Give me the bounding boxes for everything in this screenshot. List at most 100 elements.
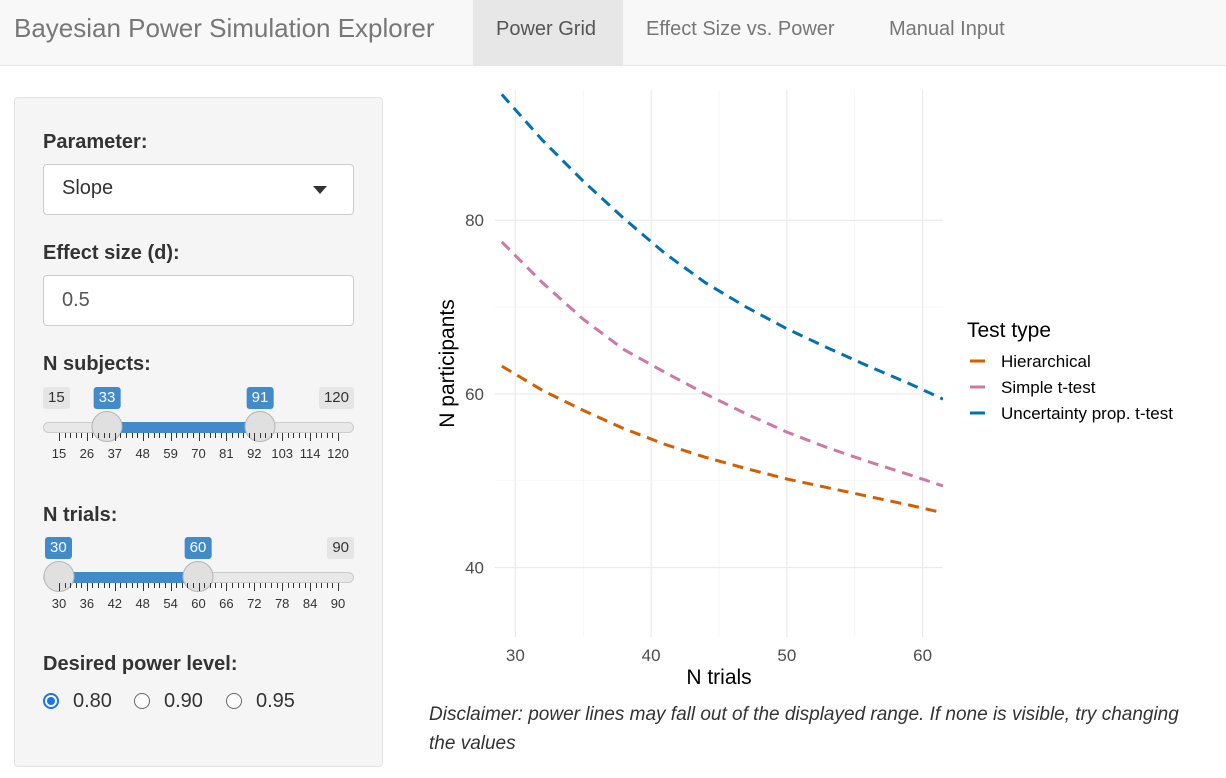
- slider-tick-mark: [181, 583, 183, 588]
- slider-tick-mark: [142, 583, 144, 591]
- slider-tick-mark: [170, 583, 172, 591]
- slider-tick-mark: [254, 433, 256, 441]
- n-subjects-slider[interactable]: 15 120 33 91 15 26 37 48 59 70 81 92 103 114 120: [43, 387, 354, 467]
- slider-tick-mark: [304, 583, 306, 588]
- slider-tick-mark: [92, 583, 94, 588]
- slider-tick-mark: [243, 433, 245, 438]
- x-tick-label: 40: [642, 646, 661, 665]
- slider-tick-mark: [114, 433, 116, 441]
- slider-tick-mark: [159, 583, 161, 588]
- slider-range-fill: [59, 572, 198, 583]
- slider-tick-mark: [248, 433, 250, 438]
- slider-tick-mark: [165, 433, 167, 438]
- slider-tick-mark: [198, 433, 200, 441]
- slider-tick-mark: [332, 583, 334, 588]
- slider-tick-mark: [298, 583, 300, 588]
- effect-size-input[interactable]: [43, 275, 354, 326]
- slider-tick-mark: [81, 433, 83, 438]
- slider-tick-mark: [70, 583, 72, 588]
- slider-tick-mark: [237, 583, 239, 588]
- tab-manual-input[interactable]: Manual Input: [889, 18, 1005, 40]
- app-title: Bayesian Power Simulation Explorer: [14, 13, 435, 43]
- slider-tick-mark: [181, 433, 183, 438]
- slider-tick-mark: [271, 583, 273, 588]
- tab-effect-size-vs-power[interactable]: Effect Size vs. Power: [646, 18, 835, 40]
- slider-tick-mark: [153, 433, 155, 438]
- slider-min-label: 15: [43, 387, 70, 409]
- slider-tick-mark: [92, 433, 94, 438]
- slider-tick-label: 120: [327, 446, 349, 461]
- n-trials-slider[interactable]: 30 90 60 30 36 42 48 54 60 66 72 78 84 90: [43, 537, 354, 617]
- slider-tick-mark: [70, 433, 72, 438]
- y-axis-label: N participants: [436, 299, 459, 427]
- slider-tick-mark: [187, 583, 189, 588]
- slider-tick-mark: [125, 583, 127, 588]
- slider-tick-mark: [103, 433, 105, 438]
- slider-tick-mark: [293, 433, 295, 438]
- slider-tick-label: 84: [302, 596, 318, 611]
- slider-tick-label: 60: [191, 596, 206, 611]
- slider-tick-mark: [176, 433, 178, 438]
- slider-tick-mark: [338, 583, 339, 591]
- slider-tick-label: 15: [51, 446, 67, 461]
- y-tick-label: 60: [465, 385, 484, 404]
- slider-tick-mark: [98, 583, 100, 588]
- series-line-1: [501, 364, 943, 515]
- slider-tick-mark: [209, 583, 211, 588]
- chevron-down-icon: [313, 186, 327, 194]
- slider-tick-mark: [75, 433, 77, 438]
- slider-tick-mark: [204, 433, 206, 438]
- slider-tick-mark: [220, 433, 222, 438]
- y-tick-label: 80: [465, 211, 484, 230]
- slider-tick-mark: [125, 433, 127, 438]
- radio-label: 0.80: [73, 690, 112, 712]
- x-axis-label: N trials: [686, 666, 751, 689]
- slider-tick-mark: [59, 433, 60, 441]
- slider-tick-mark: [259, 583, 261, 588]
- slider-tick-mark: [259, 433, 261, 438]
- slider-tick-mark: [326, 583, 328, 588]
- slider-tick-mark: [103, 583, 105, 588]
- slider-tick-mark: [310, 433, 312, 441]
- slider-tick-mark: [192, 433, 194, 438]
- slider-tick-mark: [338, 433, 339, 441]
- slider-tick-label: 42: [107, 596, 123, 611]
- parameter-select-value: Slope: [62, 177, 114, 199]
- parameter-select[interactable]: Slope: [43, 164, 354, 215]
- slider-tick-label: 90: [330, 596, 346, 611]
- slider-tick-mark: [131, 433, 133, 438]
- radio-label: 0.95: [256, 690, 295, 712]
- disclaimer-text: Disclaimer: power lines may fall out of …: [429, 704, 1179, 754]
- slider-max-label: 120: [318, 387, 354, 409]
- slider-low-handle[interactable]: [91, 411, 123, 442]
- navbar: Bayesian Power Simulation Explorer Power…: [0, 0, 1226, 66]
- slider-tick-label: 37: [107, 446, 123, 461]
- slider-tick-mark: [226, 583, 228, 591]
- series-line-2: [500, 240, 943, 488]
- slider-tick-mark: [109, 433, 111, 438]
- slider-tick-mark: [59, 583, 60, 591]
- tab-power-grid[interactable]: Power Grid: [473, 0, 623, 66]
- slider-tick-label: 36: [79, 596, 95, 611]
- radio-unselected-icon[interactable]: [134, 693, 150, 709]
- slider-tick-mark: [120, 583, 122, 588]
- slider-tick-label: 54: [163, 596, 178, 611]
- slider-tick-mark: [231, 583, 233, 588]
- slider-tick-mark: [137, 583, 139, 588]
- radio-unselected-icon[interactable]: [226, 693, 242, 709]
- slider-max-label: 90: [327, 537, 354, 559]
- slider-tick-label: 72: [247, 596, 262, 611]
- slider-high-value: 91: [246, 387, 274, 409]
- slider-tick-mark: [326, 433, 328, 438]
- slider-tick-mark: [142, 433, 144, 441]
- radio-selected-icon[interactable]: [43, 693, 59, 709]
- n-subjects-label: N subjects:: [43, 353, 151, 375]
- slider-tick-label: 26: [79, 446, 95, 461]
- slider-tick-mark: [81, 583, 83, 588]
- slider-tick-mark: [293, 583, 295, 588]
- slider-tick-label: 48: [135, 596, 150, 611]
- slider-tick-mark: [114, 583, 116, 591]
- slider-tick-label: 30: [51, 596, 67, 611]
- legend-entry: Hierarchical: [1001, 352, 1091, 371]
- legend-entry: Simple t-test: [1001, 378, 1096, 397]
